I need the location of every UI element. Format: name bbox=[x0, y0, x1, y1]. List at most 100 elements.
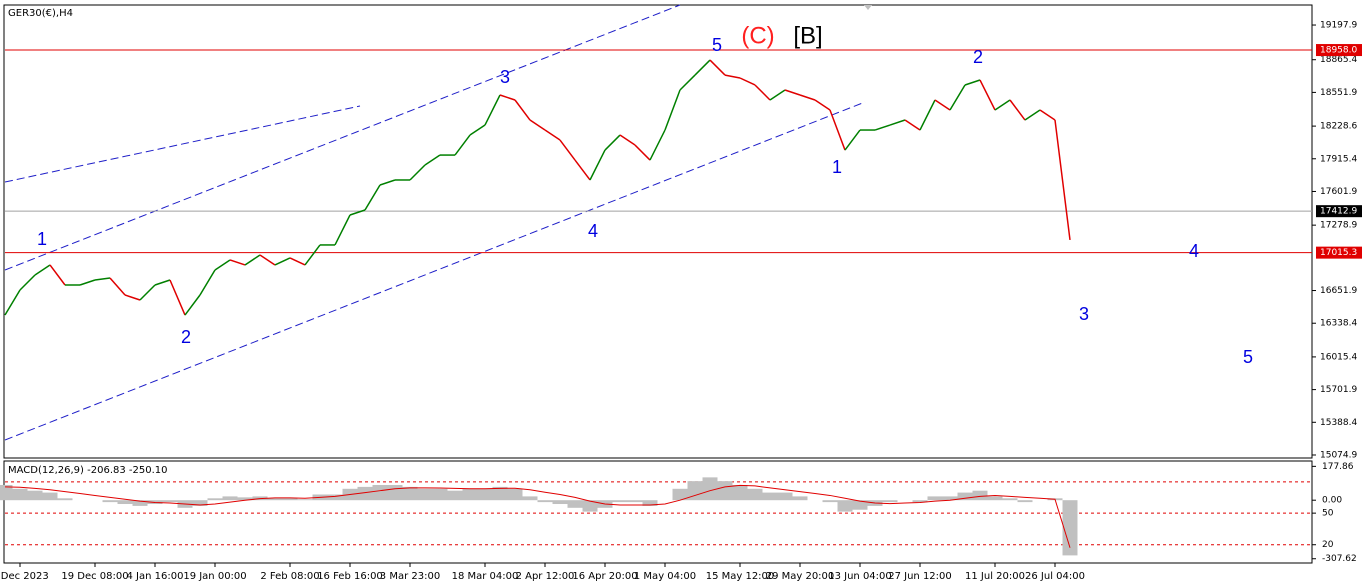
signal-line bbox=[4, 484, 1071, 548]
price-segment bbox=[169, 279, 186, 316]
price-segment bbox=[724, 74, 741, 79]
price-segment bbox=[289, 257, 306, 266]
price-segment bbox=[199, 269, 216, 296]
y-tick-label: 15701.9 bbox=[1320, 385, 1357, 395]
price-segment bbox=[1054, 119, 1071, 241]
macd-bar bbox=[432, 488, 448, 501]
price-segment bbox=[784, 89, 801, 96]
price-segment bbox=[649, 129, 666, 161]
price-segment bbox=[994, 99, 1011, 111]
x-tick-label: 27 Jun 12:00 bbox=[888, 571, 952, 582]
macd-bar bbox=[837, 500, 853, 512]
x-tick-label: 15 May 12:00 bbox=[706, 571, 775, 582]
wave-label: 4 bbox=[588, 221, 598, 241]
price-segment bbox=[364, 184, 381, 211]
wave-label: 2 bbox=[181, 327, 191, 347]
macd-bar bbox=[192, 500, 208, 506]
price-segment bbox=[499, 94, 516, 101]
macd-bar bbox=[957, 492, 973, 501]
macd-bar bbox=[942, 496, 958, 501]
wave-label: 3 bbox=[500, 67, 510, 87]
price-level-label: 17015.3 bbox=[1320, 248, 1357, 258]
macd-bar bbox=[1002, 498, 1018, 501]
macd-bar bbox=[477, 488, 493, 501]
price-level-box bbox=[1316, 205, 1362, 218]
x-tick-label: 5 Dec 2023 bbox=[0, 571, 49, 582]
price-segment bbox=[664, 89, 681, 131]
price-segment bbox=[1024, 109, 1041, 121]
y-tick-label: 15074.9 bbox=[1320, 450, 1357, 460]
x-tick-label: 16 Apr 20:00 bbox=[572, 571, 637, 582]
macd-bar bbox=[267, 498, 283, 501]
x-tick-label: 26 Jul 04:00 bbox=[1025, 571, 1085, 582]
price-segment bbox=[769, 89, 786, 101]
macd-bar bbox=[462, 488, 478, 501]
indicator-title: MACD(12,26,9) -206.83 -250.10 bbox=[8, 465, 168, 476]
price-segment bbox=[1009, 99, 1026, 121]
indicator-tick-label: -307.62 bbox=[1322, 554, 1357, 564]
y-tick-label: 18228.6 bbox=[1320, 122, 1357, 132]
y-tick-label: 18865.4 bbox=[1320, 55, 1357, 65]
price-segment bbox=[124, 294, 141, 301]
macd-bar bbox=[372, 484, 388, 501]
price-segment bbox=[934, 99, 951, 111]
price-segment bbox=[184, 294, 201, 316]
indicator-tick-label: 20 bbox=[1322, 540, 1334, 550]
price-segment bbox=[829, 109, 846, 151]
price-segment bbox=[139, 284, 156, 301]
wave-label: 4 bbox=[1189, 241, 1199, 261]
price-segment bbox=[109, 277, 126, 296]
price-segment bbox=[844, 129, 861, 151]
macd-bar bbox=[552, 500, 568, 505]
price-segment bbox=[454, 134, 471, 156]
macd-bar bbox=[627, 500, 643, 503]
wave-label: 1 bbox=[37, 229, 47, 249]
price-segment bbox=[469, 124, 486, 136]
y-tick-label: 16651.9 bbox=[1320, 286, 1357, 296]
macd-bar bbox=[612, 500, 628, 503]
x-tick-label: 2 Feb 08:00 bbox=[260, 571, 319, 582]
macd-bar bbox=[642, 500, 658, 506]
scroll-marker bbox=[864, 5, 872, 10]
macd-bar bbox=[582, 500, 598, 512]
macd-bar bbox=[222, 496, 238, 501]
macd-bar bbox=[672, 488, 688, 501]
macd-bar bbox=[762, 492, 778, 501]
macd-bar bbox=[852, 500, 868, 510]
price-segment bbox=[559, 139, 576, 161]
price-segment bbox=[409, 164, 426, 181]
price-segment bbox=[379, 179, 396, 186]
macd-bar bbox=[102, 500, 118, 503]
price-segment bbox=[259, 254, 276, 266]
x-tick-label: 11 Jul 20:00 bbox=[965, 571, 1025, 582]
macd-bar bbox=[792, 496, 808, 501]
y-tick-label: 19197.9 bbox=[1320, 21, 1357, 31]
price-segment bbox=[1039, 109, 1056, 121]
trend-lines bbox=[4, 4, 866, 441]
x-tick-label: 19 Dec 08:00 bbox=[61, 571, 128, 582]
macd-bar bbox=[912, 500, 928, 503]
price-segment bbox=[349, 209, 366, 216]
symbol-label: GER30(€),H4 bbox=[8, 8, 73, 19]
main-panel bbox=[3, 4, 1313, 459]
macd-bar bbox=[537, 500, 553, 503]
macd-bar bbox=[822, 500, 838, 503]
price-segment bbox=[889, 119, 906, 126]
price-segment bbox=[544, 129, 561, 141]
price-segment bbox=[904, 119, 921, 131]
price-level-label: 17412.9 bbox=[1320, 207, 1357, 217]
x-tick-label: 2 Apr 12:00 bbox=[516, 571, 575, 582]
price-segment bbox=[739, 77, 756, 86]
macd-bar bbox=[12, 488, 28, 501]
price-segment bbox=[229, 259, 246, 266]
macd-bar bbox=[747, 488, 763, 501]
price-segment bbox=[154, 279, 171, 286]
x-tick-label: 19 Jan 00:00 bbox=[183, 571, 246, 582]
macd-bar bbox=[927, 496, 943, 501]
channel-upper bbox=[4, 4, 681, 271]
indicator-tick-label: 50 bbox=[1322, 509, 1334, 519]
macd-bar bbox=[1017, 500, 1033, 503]
price-segment bbox=[529, 119, 546, 131]
